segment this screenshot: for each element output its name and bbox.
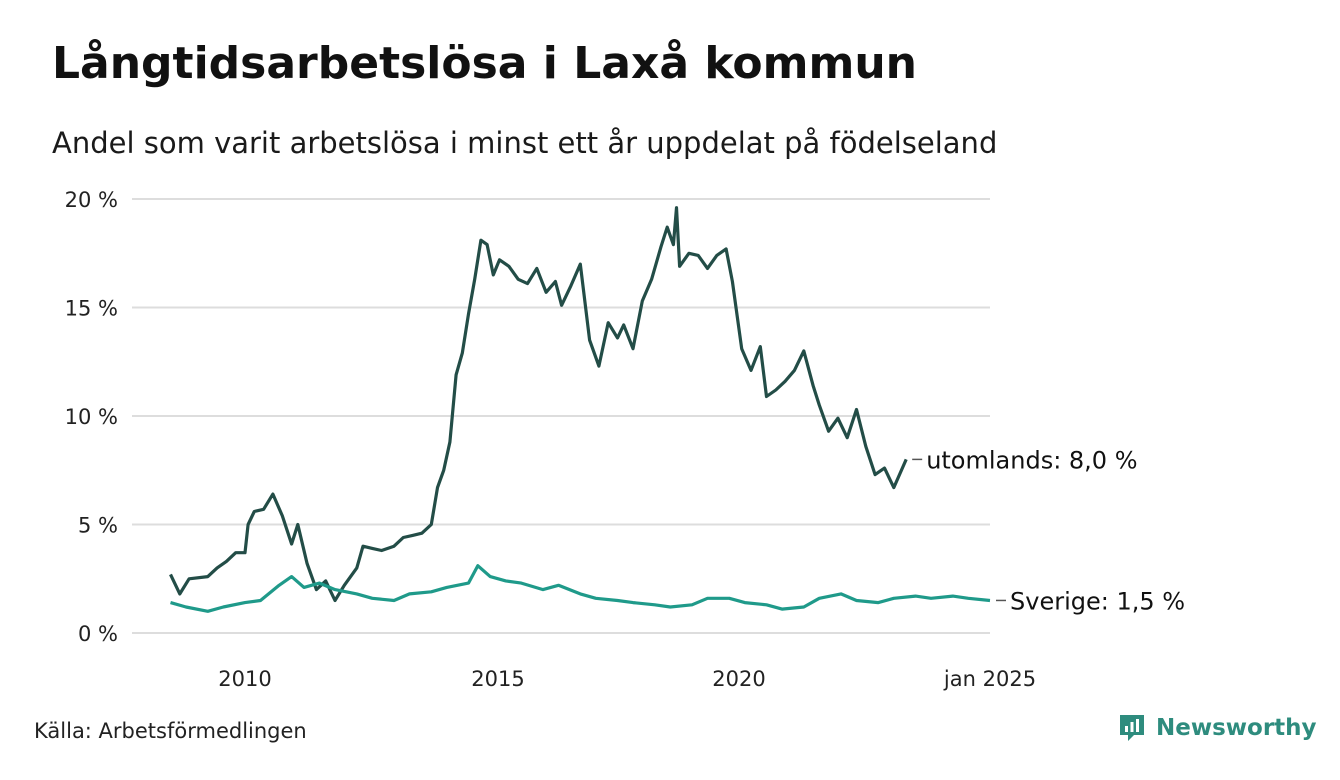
y-tick-label: 10 % bbox=[65, 405, 118, 429]
y-tick-label: 0 % bbox=[78, 622, 118, 646]
line-chart: 0 %5 %10 %15 %20 % 2010 2015 2020 jan 2025 … bbox=[65, 188, 1185, 691]
series-line-utomlands bbox=[169, 206, 908, 603]
x-tick-label: jan 2025 bbox=[943, 667, 1036, 691]
series-end-label-sverige: Sverige: 1,5 % bbox=[1010, 587, 1185, 615]
series-line-sverige bbox=[170, 564, 991, 613]
x-tick-label: 2015 bbox=[471, 667, 524, 691]
series-end-labels: utomlands: 8,0 % Sverige: 1,5 % bbox=[912, 446, 1185, 615]
grid-lines bbox=[132, 198, 990, 634]
source-note: Källa: Arbetsförmedlingen bbox=[34, 719, 307, 743]
chart-bubble-icon bbox=[1120, 715, 1144, 741]
y-axis-tick-labels: 0 % 5 % 10 % 15 % 20 % bbox=[65, 188, 118, 646]
brand-logo: Newsworthy bbox=[1118, 713, 1317, 743]
brand-name: Newsworthy bbox=[1156, 715, 1317, 741]
chart-title: Långtidsarbetslösa i Laxå kommun bbox=[52, 38, 917, 89]
chart-subtitle: Andel som varit arbetslösa i minst ett å… bbox=[52, 126, 998, 160]
y-tick-label: 15 % bbox=[65, 297, 118, 321]
x-axis-tick-labels: 2010 2015 2020 jan 2025 bbox=[218, 667, 1036, 691]
y-tick-label: 5 % bbox=[78, 514, 118, 538]
series-lines bbox=[169, 206, 991, 613]
y-tick-label: 20 % bbox=[65, 188, 118, 212]
x-tick-label: 2020 bbox=[712, 667, 765, 691]
series-end-label-utomlands: utomlands: 8,0 % bbox=[926, 446, 1137, 474]
x-tick-label: 2010 bbox=[218, 667, 271, 691]
